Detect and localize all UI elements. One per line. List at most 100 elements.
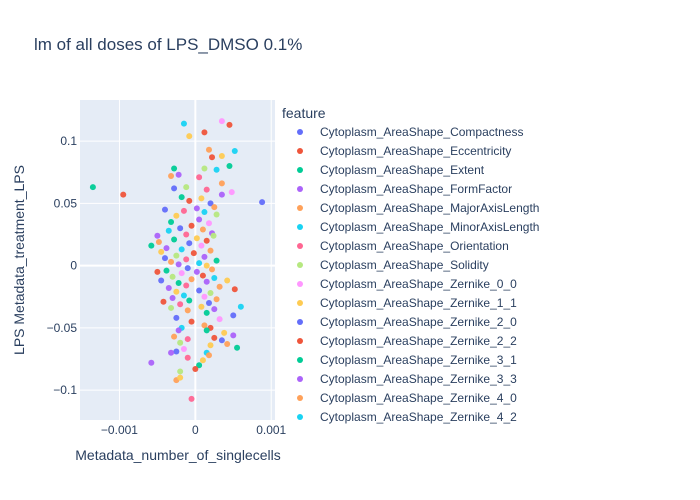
data-point[interactable]	[203, 262, 210, 269]
data-point[interactable]	[207, 289, 214, 296]
data-point[interactable]	[148, 359, 155, 366]
data-point[interactable]	[161, 255, 168, 262]
data-point[interactable]	[211, 334, 218, 341]
data-point[interactable]	[177, 225, 184, 232]
data-point[interactable]	[154, 268, 161, 275]
data-point[interactable]	[209, 266, 216, 273]
data-point[interactable]	[201, 209, 208, 216]
data-point[interactable]	[203, 237, 210, 244]
data-point[interactable]	[173, 252, 180, 259]
legend-entry[interactable]: Cytoplasm_AreaShape_Zernike_0_0	[297, 277, 517, 291]
data-point[interactable]	[89, 184, 96, 191]
data-point[interactable]	[171, 333, 178, 340]
data-point[interactable]	[168, 304, 175, 311]
data-point[interactable]	[205, 220, 212, 227]
legend-entry[interactable]: Cytoplasm_AreaShape_Eccentricity	[297, 144, 511, 158]
data-point[interactable]	[203, 186, 210, 193]
data-point[interactable]	[226, 162, 233, 169]
data-point[interactable]	[188, 318, 195, 325]
data-point[interactable]	[213, 211, 220, 218]
data-point[interactable]	[211, 204, 218, 211]
data-point[interactable]	[173, 212, 180, 219]
data-point[interactable]	[180, 292, 187, 299]
data-point[interactable]	[183, 282, 190, 289]
data-point[interactable]	[201, 165, 208, 172]
data-point[interactable]	[209, 154, 216, 161]
legend-entry[interactable]: Cytoplasm_AreaShape_Compactness	[297, 125, 523, 139]
data-point[interactable]	[207, 342, 214, 349]
data-point[interactable]	[178, 246, 185, 253]
legend-entry[interactable]: Cytoplasm_AreaShape_Orientation	[297, 239, 509, 253]
data-point[interactable]	[168, 349, 175, 356]
data-point[interactable]	[196, 287, 203, 294]
data-point[interactable]	[193, 235, 200, 242]
data-point[interactable]	[188, 222, 195, 229]
data-point[interactable]	[171, 185, 178, 192]
data-point[interactable]	[216, 316, 223, 323]
data-point[interactable]	[190, 250, 197, 257]
legend-entry[interactable]: Cytoplasm_AreaShape_Zernike_4_0	[297, 391, 517, 405]
data-point[interactable]	[165, 227, 172, 234]
legend-entry[interactable]: Cytoplasm_AreaShape_MinorAxisLength	[297, 220, 539, 234]
legend-entry[interactable]: Cytoplasm_AreaShape_Zernike_3_1	[297, 353, 517, 367]
data-point[interactable]	[184, 307, 191, 314]
data-point[interactable]	[207, 247, 214, 254]
data-point[interactable]	[213, 257, 220, 264]
legend-entry[interactable]: Cytoplasm_AreaShape_Solidity	[297, 258, 489, 272]
data-point[interactable]	[198, 195, 205, 202]
data-point[interactable]	[184, 265, 191, 272]
data-point[interactable]	[259, 199, 266, 206]
data-point[interactable]	[196, 362, 203, 369]
data-point[interactable]	[165, 285, 172, 292]
legend-entry[interactable]: Cytoplasm_AreaShape_Zernike_2_2	[297, 334, 517, 348]
data-point[interactable]	[193, 205, 200, 212]
data-point[interactable]	[183, 184, 190, 191]
data-point[interactable]	[201, 293, 208, 300]
data-point[interactable]	[201, 129, 208, 136]
data-point[interactable]	[169, 273, 176, 280]
data-point[interactable]	[158, 277, 165, 284]
data-point[interactable]	[173, 314, 180, 321]
data-point[interactable]	[196, 174, 203, 181]
legend-entry[interactable]: Cytoplasm_AreaShape_MajorAxisLength	[297, 201, 539, 215]
data-point[interactable]	[186, 240, 193, 247]
data-point[interactable]	[205, 146, 212, 153]
data-point[interactable]	[211, 306, 218, 313]
data-point[interactable]	[120, 191, 127, 198]
data-point[interactable]	[158, 248, 165, 255]
data-point[interactable]	[231, 148, 238, 155]
data-point[interactable]	[168, 172, 175, 179]
data-point[interactable]	[218, 191, 225, 198]
data-point[interactable]	[173, 348, 180, 355]
data-point[interactable]	[205, 299, 212, 306]
data-point[interactable]	[175, 327, 182, 334]
data-point[interactable]	[207, 200, 214, 207]
data-point[interactable]	[169, 294, 176, 301]
legend-entry[interactable]: Cytoplasm_AreaShape_Zernike_1_1	[297, 296, 517, 310]
data-point[interactable]	[155, 238, 162, 245]
data-point[interactable]	[201, 253, 208, 260]
data-point[interactable]	[218, 118, 225, 125]
data-point[interactable]	[186, 297, 193, 304]
data-point[interactable]	[196, 216, 203, 223]
data-point[interactable]	[180, 207, 187, 214]
data-point[interactable]	[163, 267, 170, 274]
data-point[interactable]	[231, 286, 238, 293]
data-point[interactable]	[203, 327, 210, 334]
data-point[interactable]	[171, 236, 178, 243]
data-point[interactable]	[175, 171, 182, 178]
data-point[interactable]	[160, 298, 167, 305]
data-point[interactable]	[168, 219, 175, 226]
data-point[interactable]	[199, 226, 206, 233]
data-point[interactable]	[188, 395, 195, 402]
data-point[interactable]	[186, 197, 193, 204]
data-point[interactable]	[184, 336, 191, 343]
data-point[interactable]	[218, 337, 225, 344]
legend-entry[interactable]: Cytoplasm_AreaShape_Zernike_2_0	[297, 315, 517, 329]
data-point[interactable]	[199, 357, 206, 364]
data-point[interactable]	[237, 303, 244, 310]
data-point[interactable]	[168, 258, 175, 265]
data-point[interactable]	[180, 120, 187, 127]
data-point[interactable]	[228, 189, 235, 196]
data-point[interactable]	[183, 256, 190, 263]
